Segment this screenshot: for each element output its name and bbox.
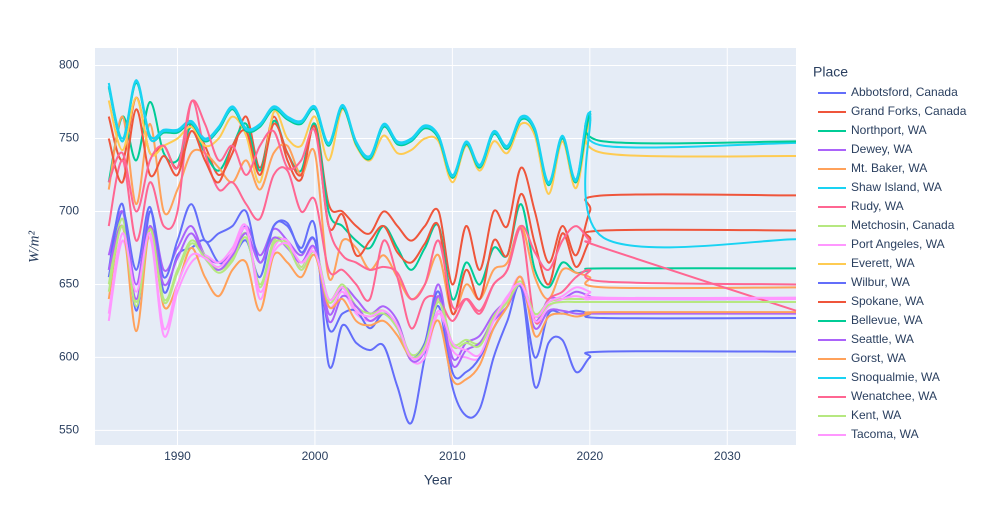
series-line [107,225,797,386]
y-tick-label: 700 [59,204,79,218]
legend-label[interactable]: Everett, WA [851,256,915,270]
y-tick-label: 550 [59,423,79,437]
series-line [107,226,797,361]
legend-label[interactable]: Mt. Baker, WA [851,161,927,175]
legend-label[interactable]: Northport, WA [851,123,927,137]
series-line [107,115,797,315]
legend-label[interactable]: Dewey, WA [851,142,912,156]
legend-label[interactable]: Port Angeles, WA [851,237,945,251]
legend-label[interactable]: Bellevue, WA [851,313,923,327]
x-tick-label: 2020 [576,449,603,463]
legend-label[interactable]: Seattle, WA [851,332,914,346]
legend-label[interactable]: Spokane, WA [851,294,924,308]
legend-label[interactable]: Metchosin, Canada [851,218,955,232]
y-tick-label: 750 [59,131,79,145]
legend-label[interactable]: Abbotsford, Canada [851,85,958,99]
series-line [107,217,796,357]
series-line [107,99,797,315]
legend-label[interactable]: Tacoma, WA [851,427,919,441]
legend-label[interactable]: Rudy, WA [851,199,904,213]
x-axis-label: Year [424,472,453,488]
series-line [107,96,797,195]
legend-title: Place [813,64,848,80]
y-tick-label: 800 [59,58,79,72]
legend-label[interactable]: Grand Forks, Canada [851,104,967,118]
legend-label[interactable]: Snoqualmie, WA [851,370,940,384]
grid [95,48,796,445]
y-tick-label: 600 [59,350,79,364]
x-tick-label: 2030 [714,449,741,463]
y-axis-label: W/m² [26,231,42,263]
legend-label[interactable]: Shaw Island, WA [851,180,942,194]
series-line [107,225,796,368]
legend: Abbotsford, Canada Grand Forks, Canada Nor… [818,85,967,441]
x-tick-label: 1990 [164,449,191,463]
series-line [107,80,797,249]
y-tick-label: 650 [59,277,79,291]
series-line [107,108,797,315]
series-line [107,203,797,380]
x-tick-label: 2010 [439,449,466,463]
legend-label[interactable]: Kent, WA [851,408,901,422]
legend-label[interactable]: Gorst, WA [851,351,906,365]
legend-label[interactable]: Wilbur, WA [851,275,910,289]
lines [107,79,797,425]
legend-label[interactable]: Wenatchee, WA [851,389,937,403]
x-tick-label: 2000 [302,449,329,463]
